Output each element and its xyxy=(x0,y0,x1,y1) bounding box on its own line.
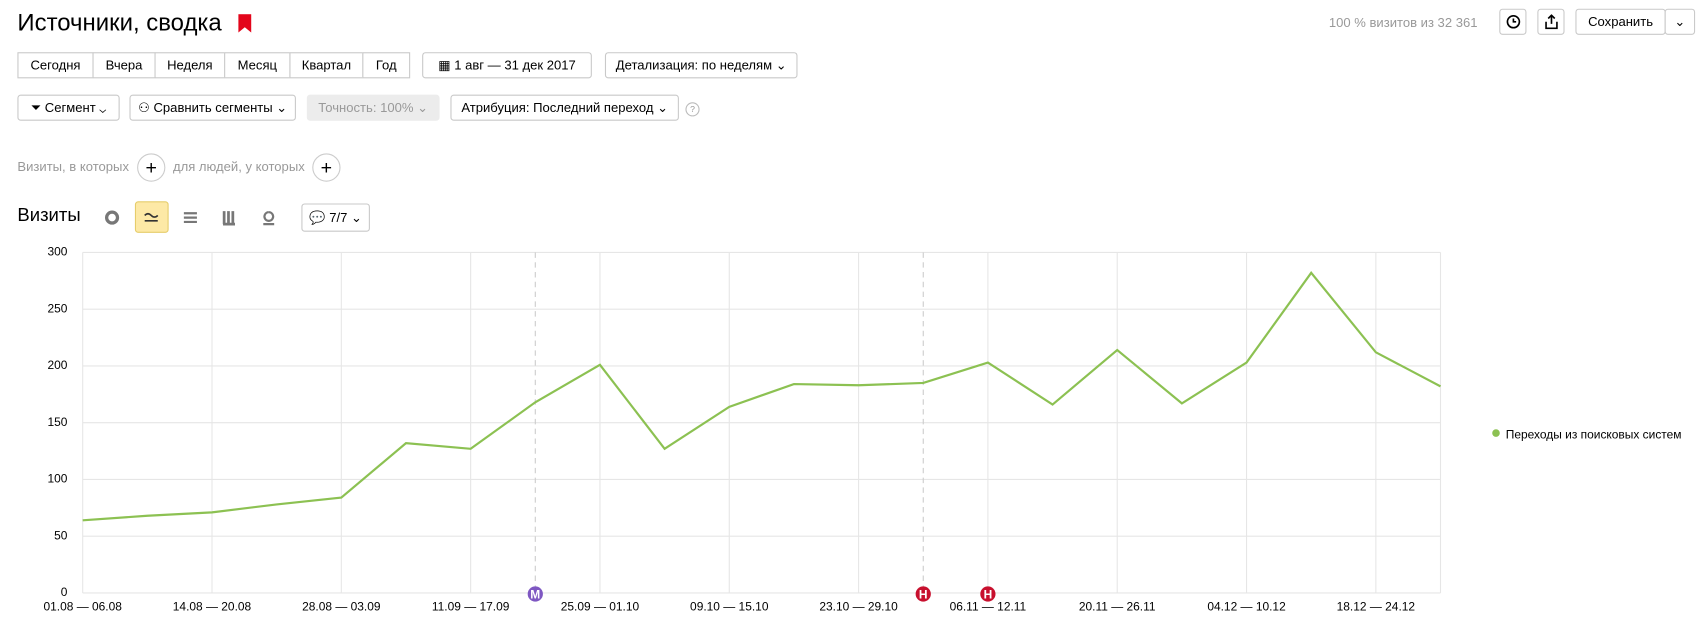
y-tick-label: 50 xyxy=(54,528,68,542)
export-button[interactable] xyxy=(1537,8,1565,35)
x-tick-label: 06.11 — 12.11 xyxy=(950,599,1027,613)
period-button[interactable]: Сегодня xyxy=(17,52,94,79)
legend-label: Переходы из поисковых систем xyxy=(1506,427,1682,441)
series-line xyxy=(82,271,1442,522)
save-button[interactable]: Сохранить xyxy=(1575,8,1666,35)
x-tick-label: 04.12 — 10.12 xyxy=(1207,599,1286,613)
x-tick-label: 28.08 — 03.09 xyxy=(302,599,381,613)
date-range: 1 авг — 31 дек 2017 xyxy=(454,57,576,73)
compare-button[interactable]: ⚇ Сравнить сегменты ⌄ xyxy=(129,94,296,121)
annotation-marker xyxy=(915,586,931,602)
annotation-label: H xyxy=(984,587,993,601)
annotation-label: M xyxy=(530,587,540,601)
period-button[interactable]: Вчера xyxy=(92,52,156,79)
x-tick-label: 18.12 — 24.12 xyxy=(1337,599,1416,613)
x-tick-label: 20.11 — 26.11 xyxy=(1079,599,1156,613)
detail-button[interactable]: Детализация: по неделям ⌄ xyxy=(604,52,798,79)
y-tick-label: 0 xyxy=(61,585,68,599)
y-tick-label: 250 xyxy=(48,301,68,315)
x-tick-label: 25.09 — 01.10 xyxy=(561,599,640,613)
accuracy: Точность: 100% xyxy=(318,100,414,116)
x-tick-label: 11.09 — 17.09 xyxy=(432,599,510,613)
filter-visits: Визиты, в которых xyxy=(17,158,129,175)
period-button[interactable]: Год xyxy=(362,52,411,79)
filter-people: для людей, у которых xyxy=(172,158,305,175)
history-button[interactable] xyxy=(1499,8,1527,35)
attribution-button[interactable]: Атрибуция: Последний переход ⌄ xyxy=(450,94,679,121)
x-tick-label: 14.08 — 20.08 xyxy=(173,599,252,613)
period-button[interactable]: Квартал xyxy=(289,52,364,79)
title: Источники, сводка xyxy=(17,8,222,36)
annotation-marker xyxy=(980,586,996,602)
date-range-button[interactable]: ▦ 1 авг — 31 дек 2017 xyxy=(422,52,592,79)
segment: Сегмент xyxy=(44,100,96,116)
comments: 7/7 xyxy=(329,209,348,226)
line-view-selected[interactable] xyxy=(134,201,169,233)
x-tick-label: 23.10 — 29.10 xyxy=(819,599,898,613)
summary: 100 % визитов из 32 361 xyxy=(1328,15,1478,31)
save-menu-button[interactable]: ⌄ xyxy=(1664,8,1696,35)
add-people-filter[interactable]: + xyxy=(312,153,341,182)
y-tick-label: 300 xyxy=(48,245,68,259)
help-icon[interactable]: ? xyxy=(685,102,700,117)
compare: Сравнить сегменты xyxy=(153,100,273,116)
x-tick-label: 09.10 — 15.10 xyxy=(690,599,769,613)
annotation-marker xyxy=(527,586,543,602)
view-icons xyxy=(104,210,275,226)
y-tick-label: 200 xyxy=(48,358,68,372)
comments-button[interactable]: 💬 7/7 ⌄ xyxy=(301,203,370,232)
accuracy-button: Точность: 100% ⌄ xyxy=(306,94,440,121)
period-button[interactable]: Неделя xyxy=(154,52,226,79)
y-tick-label: 100 xyxy=(48,472,68,486)
legend-marker xyxy=(1492,429,1500,437)
add-visit-filter[interactable]: + xyxy=(137,153,166,182)
y-tick-label: 150 xyxy=(48,415,68,429)
period-button[interactable]: Месяц xyxy=(224,52,291,79)
attribution: Атрибуция: Последний переход xyxy=(461,100,654,116)
section-title: Визиты xyxy=(17,204,81,226)
x-tick-label: 01.08 — 06.08 xyxy=(43,599,122,613)
bookmark-icon xyxy=(238,14,252,33)
annotation-label: H xyxy=(919,587,928,601)
detail: Детализация: по неделям xyxy=(615,57,773,73)
segment-button[interactable]: ⏷ Сегмент ⌄ xyxy=(17,94,120,121)
